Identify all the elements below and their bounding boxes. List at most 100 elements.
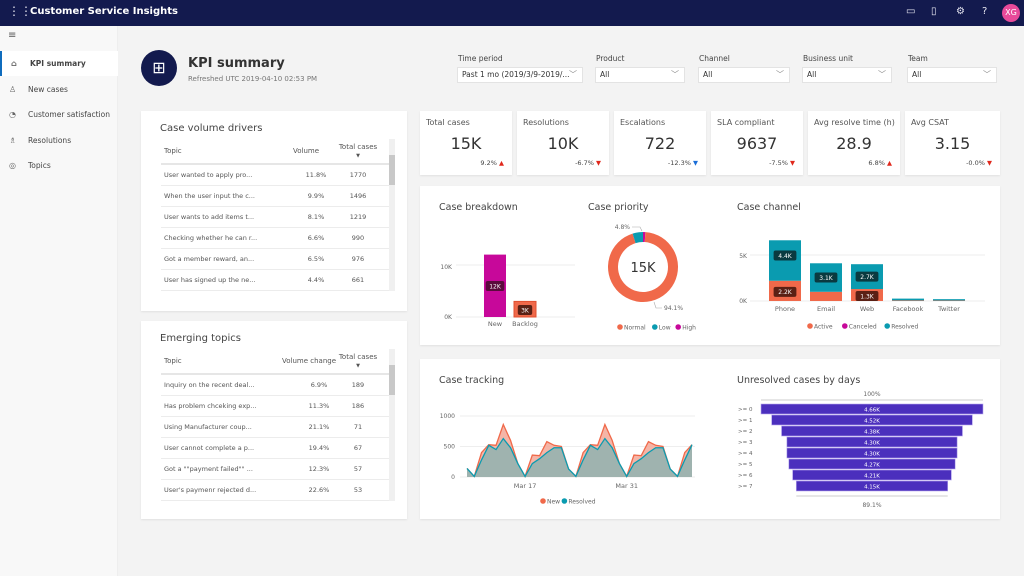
column-label: Total cases bbox=[338, 353, 378, 361]
y-tick-label: 10K bbox=[440, 264, 453, 271]
scrollbar[interactable] bbox=[389, 139, 395, 291]
y-tick-label: 0 bbox=[451, 474, 455, 481]
column-header[interactable]: Volume change bbox=[281, 357, 337, 365]
table-row[interactable]: When the user input the c... 9.9% 1496 bbox=[161, 186, 389, 207]
data-label: 4.27K bbox=[864, 462, 880, 468]
data-label-bg bbox=[773, 286, 797, 297]
slice-high bbox=[643, 232, 646, 243]
kpi-label: Avg CSAT bbox=[911, 118, 949, 127]
table-row[interactable]: Checking whether he can r... 6.6% 990 bbox=[161, 228, 389, 249]
selected-value: Past 1 mo (2019/3/9-2019/... bbox=[462, 70, 570, 79]
legend-label: High bbox=[682, 325, 696, 332]
gear-icon[interactable]: ⚙ bbox=[956, 6, 965, 17]
funnel-bar bbox=[795, 480, 949, 492]
kpi-value: 10K bbox=[547, 134, 579, 153]
kpi-card-total-cases[interactable]: Total cases 15K 9.2% ▲ bbox=[420, 111, 512, 175]
x-tick-label: Facebook bbox=[893, 305, 924, 313]
kpi-card-avg-resolve-time-h-[interactable]: Avg resolve time (h) 28.9 6.8% ▲ bbox=[808, 111, 900, 175]
trend-up-icon: ▲ bbox=[887, 159, 892, 167]
kpi-change: 9.2% bbox=[480, 159, 497, 167]
category-label: >= 7 bbox=[738, 484, 753, 490]
category-label: >= 1 bbox=[738, 418, 752, 424]
trend-down-good-icon: ▼ bbox=[693, 159, 698, 167]
sort-desc-icon: ▼ bbox=[356, 363, 360, 369]
team-dropdown[interactable]: All ﹀ bbox=[907, 67, 997, 83]
time-period-dropdown[interactable]: Past 1 mo (2019/3/9-2019/... ﹀ bbox=[457, 67, 583, 83]
table-row[interactable]: User's paymenr rejected d... 22.6% 53 bbox=[161, 480, 389, 501]
table-row[interactable]: User cannot complete a p... 19.4% 67 bbox=[161, 438, 389, 459]
column-header-total-cases[interactable]: Total cases ▼ bbox=[333, 353, 383, 369]
table-row[interactable]: Inquiry on the recent deal... 6.9% 189 bbox=[161, 375, 389, 396]
kpi-card-avg-csat[interactable]: Avg CSAT 3.15 -0.0% ▼ bbox=[905, 111, 1000, 175]
legend-marker bbox=[540, 498, 546, 504]
person-icon: ♙ bbox=[9, 84, 17, 94]
volume-cell: 22.6% bbox=[308, 486, 330, 494]
total-cases-cell: 71 bbox=[353, 423, 363, 431]
kpi-label: Resolutions bbox=[523, 118, 569, 127]
business-unit-dropdown[interactable]: All ﹀ bbox=[802, 67, 892, 83]
chat-icon[interactable]: ▭ bbox=[906, 6, 916, 17]
sidebar-item-kpi-summary[interactable]: ⌂ KPI summary bbox=[0, 51, 118, 76]
card-title: Emerging topics bbox=[160, 333, 242, 344]
sidebar-item-topics[interactable]: ◎ Topics bbox=[0, 153, 118, 178]
slice-low bbox=[632, 232, 643, 244]
product-dropdown[interactable]: All ﹀ bbox=[595, 67, 685, 83]
page-title: KPI summary bbox=[188, 56, 285, 71]
table-row[interactable]: User has signed up the ne... 4.4% 661 bbox=[161, 270, 389, 291]
category-label: >= 0 bbox=[738, 407, 753, 413]
table-row[interactable]: Got a ""payment failed"" ... 12.3% 57 bbox=[161, 459, 389, 480]
legend-marker bbox=[652, 324, 658, 330]
sidebar-item-new-cases[interactable]: ♙ New cases bbox=[0, 77, 118, 102]
chevron-down-icon: ﹀ bbox=[878, 70, 886, 79]
column-header-topic[interactable]: Topic bbox=[164, 147, 182, 155]
legend-marker bbox=[807, 323, 813, 329]
avatar[interactable]: XG bbox=[1002, 4, 1020, 22]
data-label: 4.30K bbox=[864, 451, 880, 457]
topic-cell: Checking whether he can r... bbox=[164, 234, 258, 242]
topic-cell: User has signed up the ne... bbox=[164, 276, 256, 284]
bar-twitter-resolved bbox=[933, 299, 965, 301]
kpi-change: -12.3% bbox=[667, 159, 691, 167]
column-header-total-cases[interactable]: Total cases ▼ bbox=[333, 143, 383, 159]
scrollbar[interactable] bbox=[389, 349, 395, 501]
kpi-value: 15K bbox=[450, 134, 482, 153]
emerging-topics-card: Emerging topics Topic Volume change Total … bbox=[141, 321, 407, 519]
sidebar-item-customer-satisfaction[interactable]: ◔ Customer satisfaction bbox=[0, 102, 118, 127]
data-label: 4.15K bbox=[864, 484, 880, 490]
leader-line bbox=[632, 226, 643, 232]
total-cases-cell: 186 bbox=[351, 402, 365, 410]
table-row[interactable]: Has problem chceking exp... 11.3% 186 bbox=[161, 396, 389, 417]
table-row[interactable]: Using Manufacturer coup... 21.1% 71 bbox=[161, 417, 389, 438]
total-cases-cell: 1219 bbox=[349, 213, 367, 221]
data-label: 4.21K bbox=[864, 473, 880, 479]
volume-cell: 12.3% bbox=[308, 465, 330, 473]
y-tick-label: 0K bbox=[444, 314, 453, 321]
channel-dropdown[interactable]: All ﹀ bbox=[698, 67, 790, 83]
volume-cell: 19.4% bbox=[308, 444, 330, 452]
home-icon: ⌂ bbox=[11, 59, 17, 68]
kpi-card-escalations[interactable]: Escalations 722 -12.3% ▼ bbox=[614, 111, 706, 175]
data-label-normal: 94.1% bbox=[664, 305, 683, 312]
x-tick-label: Backlog bbox=[512, 320, 538, 328]
kpi-label: Avg resolve time (h) bbox=[814, 118, 895, 127]
table-row[interactable]: Got a member reward, an... 6.5% 976 bbox=[161, 249, 389, 270]
bell-icon[interactable]: ▯ bbox=[931, 6, 937, 17]
kpi-card-resolutions[interactable]: Resolutions 10K -6.7% ▼ bbox=[517, 111, 609, 175]
waffle-icon[interactable]: ⋮⋮ bbox=[8, 4, 32, 18]
data-label-bg bbox=[855, 271, 879, 282]
hamburger-menu-icon[interactable]: ≡ bbox=[8, 30, 17, 41]
table-row[interactable]: User wants to add items t... 8.1% 1219 bbox=[161, 207, 389, 228]
sidebar-item-resolutions[interactable]: ♗ Resolutions bbox=[0, 128, 118, 153]
x-tick-label: Mar 17 bbox=[514, 482, 537, 490]
trend-down-icon: ▼ bbox=[987, 159, 992, 167]
column-header-topic[interactable]: Topic bbox=[164, 357, 182, 365]
kpi-card-sla-compliant[interactable]: SLA compliant 9637 -7.5% ▼ bbox=[711, 111, 803, 175]
total-cases-cell: 189 bbox=[351, 381, 365, 389]
kpi-label: Escalations bbox=[620, 118, 666, 127]
table-row[interactable]: User wanted to apply pro... 11.8% 1770 bbox=[161, 165, 389, 186]
y-tick-label: 5K bbox=[739, 253, 748, 260]
data-label: 2.2K bbox=[778, 289, 793, 296]
legend-marker bbox=[561, 498, 568, 504]
column-header[interactable]: Volume bbox=[292, 147, 320, 155]
help-icon[interactable]: ? bbox=[982, 6, 988, 17]
